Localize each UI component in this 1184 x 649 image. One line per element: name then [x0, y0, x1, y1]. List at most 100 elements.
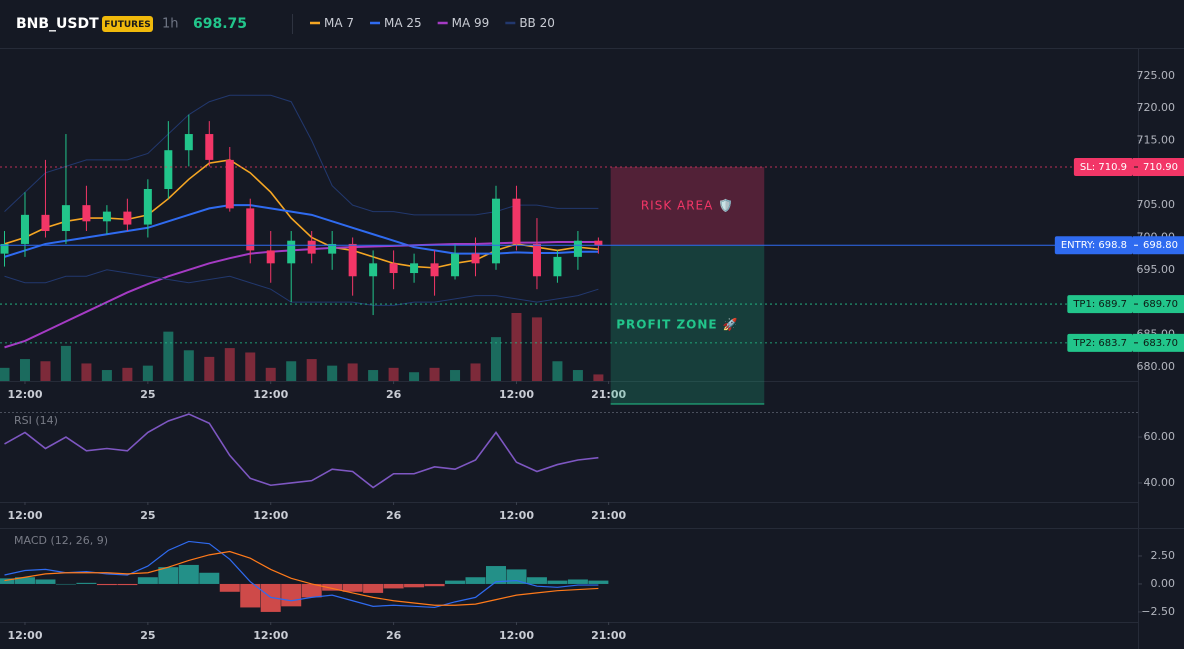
x-tick-label: 12:00: [499, 629, 534, 642]
risk-zone-label: RISK AREA 🛡️: [641, 199, 734, 213]
y-tick-label: 40.00: [1144, 476, 1176, 489]
volume-bar: [327, 365, 338, 381]
candle-body: [123, 211, 132, 225]
candle-body: [266, 250, 275, 264]
macd-histogram-bar: [445, 580, 466, 584]
macd-histogram-bar: [526, 577, 547, 584]
candle-body: [512, 198, 521, 244]
candle-body: [20, 214, 29, 244]
volume-bar: [368, 370, 379, 381]
x-tick-label: 12:00: [253, 509, 288, 522]
level-value-label: 683.70: [1143, 338, 1178, 349]
y-tick-label: 60.00: [1144, 430, 1176, 443]
x-tick-label: 25: [140, 629, 155, 642]
rsi-line: [4, 413, 599, 489]
x-tick-label: 12:00: [499, 388, 534, 401]
candle-body: [369, 263, 378, 277]
y-tick-label: 695.00: [1137, 263, 1176, 276]
badge-text: FUTURES: [104, 20, 150, 30]
macd-histogram-bar: [199, 572, 220, 584]
candle-body: [348, 243, 357, 277]
macd-histogram-bar: [301, 583, 322, 598]
volume-bar: [101, 370, 112, 381]
candle-body: [41, 214, 50, 232]
macd-histogram-bar: [281, 583, 302, 607]
profit-zone-label: PROFIT ZONE 🚀: [616, 318, 739, 332]
x-tick-label: 12:00: [253, 629, 288, 642]
level-value-badge: [1133, 295, 1184, 314]
candle-body: [553, 256, 562, 277]
volume-bar: [40, 361, 51, 381]
volume-bar: [490, 337, 501, 381]
y-tick-label: 2.50: [1151, 549, 1176, 562]
level-badge-text: TP1: 689.7: [1072, 299, 1127, 310]
x-tick-label: 12:00: [499, 509, 534, 522]
y-tick-label: 720.00: [1137, 101, 1176, 114]
volume-bar: [0, 367, 10, 381]
macd-histogram-bar: [14, 577, 35, 584]
macd-histogram-bar: [96, 583, 117, 586]
candle-body: [491, 198, 500, 264]
volume-bar: [450, 370, 461, 381]
level-value-label: 698.80: [1143, 240, 1178, 251]
level-badge: [1054, 236, 1133, 255]
macd-histogram-bar: [0, 578, 15, 584]
macd-line: [4, 540, 599, 609]
macd-histogram-bar: [485, 566, 506, 584]
last-price: 698.75: [193, 16, 247, 32]
candle-body: [143, 188, 152, 225]
candle-body: [102, 211, 111, 222]
level-value-label: 689.70: [1143, 299, 1178, 310]
candle-body: [287, 240, 296, 264]
macd-histogram-bar: [240, 583, 261, 608]
level-badge: [1067, 333, 1133, 352]
volume-bar: [593, 374, 604, 381]
x-tick-label: 12:00: [7, 629, 42, 642]
macd-histogram-bar: [547, 580, 568, 584]
volume-bar: [429, 367, 440, 381]
candle-body: [471, 253, 480, 264]
legend-label: MA 99: [452, 16, 490, 30]
macd-histogram-bar: [76, 582, 97, 584]
volume-bar: [183, 350, 194, 381]
x-tick-label: 21:00: [591, 509, 626, 522]
candle-body: [451, 253, 460, 277]
y-tick-label: 705.00: [1137, 198, 1176, 211]
interval: 1h: [162, 17, 179, 32]
futures-badge: [102, 16, 153, 32]
macd-histogram-bar: [322, 583, 343, 591]
volume-bar: [286, 361, 297, 381]
volume-bar: [19, 359, 30, 381]
macd-histogram-bar: [342, 583, 363, 592]
macd-histogram-bar: [219, 583, 240, 592]
legend-label: MA 7: [324, 16, 354, 30]
x-tick-label: 12:00: [7, 388, 42, 401]
macd-histogram-bar: [158, 567, 179, 584]
level-badge: [1073, 158, 1133, 177]
volume-bar: [531, 317, 542, 381]
volume-bar: [388, 367, 399, 381]
macd-histogram-bar: [178, 564, 199, 584]
volume-bar: [511, 313, 522, 381]
level-value-badge: [1133, 158, 1184, 177]
macd-histogram-bar: [424, 583, 445, 587]
symbol: BNB_USDT: [16, 16, 99, 32]
rsi-title: RSI (14): [14, 414, 58, 427]
volume-bar: [163, 331, 174, 381]
x-tick-label: 12:00: [253, 388, 288, 401]
y-tick-label: 0.00: [1151, 577, 1176, 590]
macd-histogram-bar: [588, 580, 609, 584]
x-tick-label: 12:00: [7, 509, 42, 522]
level-badge-text: SL: 710.9: [1080, 162, 1127, 173]
x-tick-label: 21:00: [591, 629, 626, 642]
legend-label: BB 20: [519, 16, 555, 30]
level-badge: [1067, 295, 1133, 314]
macd-histogram-bar: [404, 583, 425, 588]
volume-bar: [470, 363, 481, 381]
x-tick-label: 26: [386, 388, 402, 401]
x-tick-label: 25: [140, 388, 155, 401]
y-tick-label: 715.00: [1137, 134, 1176, 147]
volume-bar: [306, 359, 317, 381]
candle-body: [246, 208, 255, 251]
candle-body: [61, 205, 70, 232]
